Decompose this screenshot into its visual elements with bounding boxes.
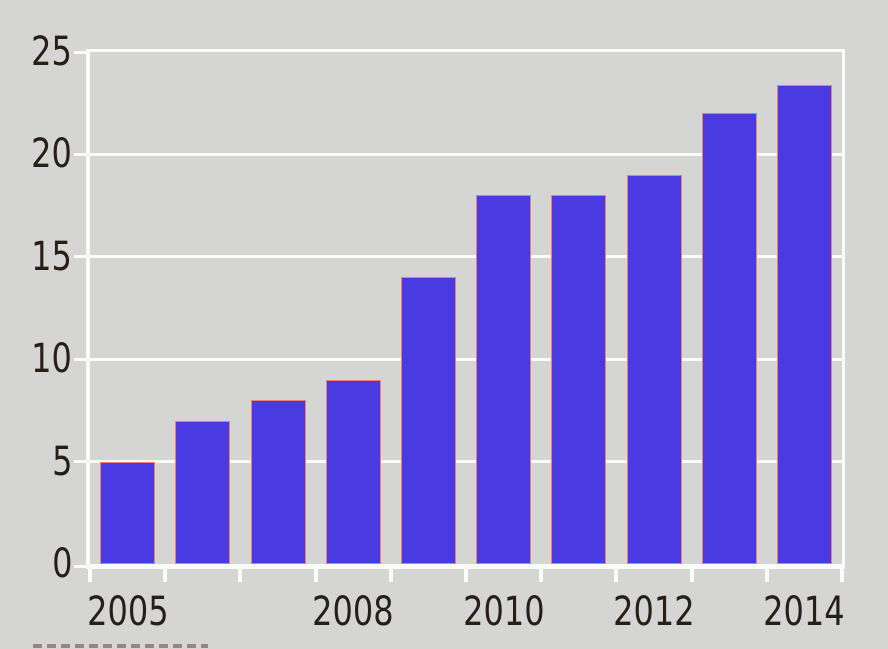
x-tick-label-text: 2005 xyxy=(86,589,169,635)
y-tick-25 xyxy=(74,50,86,54)
x-tick-label-text: 2014 xyxy=(763,589,846,635)
x-tick-4 xyxy=(388,569,393,582)
y-tick-0 xyxy=(74,565,86,568)
bar-2010 xyxy=(476,195,532,564)
y-tick-label-5: 5 xyxy=(0,440,72,484)
y-tick-label-text: 25 xyxy=(31,29,72,75)
y-tick-label-text: 5 xyxy=(51,438,72,485)
y-tick-label-text: 10 xyxy=(31,336,72,383)
x-tick-label-text: 2008 xyxy=(312,589,394,635)
gridline-top-25 xyxy=(86,49,845,52)
gridline-15 xyxy=(90,255,842,259)
x-tick-10 xyxy=(840,569,844,582)
x-tick-1 xyxy=(163,569,168,582)
x-tick-label-text: 2010 xyxy=(462,589,545,635)
y-tick-label-15: 15 xyxy=(0,235,72,279)
y-tick-10 xyxy=(74,357,86,361)
y-tick-label-10: 10 xyxy=(0,337,72,381)
y-tick-label-text: 15 xyxy=(31,233,72,280)
x-tick-0 xyxy=(88,569,92,582)
y-tick-label-text: 0 xyxy=(51,541,72,587)
y-tick-label-20: 20 xyxy=(0,132,72,176)
x-tick-6 xyxy=(539,569,544,582)
bar-2009 xyxy=(400,277,456,564)
plot-area xyxy=(74,49,845,582)
bar-2005 xyxy=(100,461,156,564)
x-tick-label-2008: 2008 xyxy=(278,590,428,634)
bar-2013 xyxy=(701,113,757,564)
bar-2014 xyxy=(776,84,832,564)
gridline-5 xyxy=(90,460,842,464)
gridline-10 xyxy=(90,357,842,361)
x-axis-line xyxy=(86,564,845,569)
bar-2007 xyxy=(250,400,306,564)
x-tick-9 xyxy=(764,569,769,582)
bar-2006 xyxy=(175,420,231,564)
x-tick-3 xyxy=(313,569,318,582)
x-tick-5 xyxy=(464,569,468,582)
y-axis-line xyxy=(86,49,90,569)
y-tick-label-25: 25 xyxy=(0,30,72,74)
gridline-20 xyxy=(90,152,842,156)
x-tick-label-2012: 2012 xyxy=(579,590,729,634)
x-tick-label-text: 2012 xyxy=(613,589,695,635)
cropped-caption-fragment xyxy=(33,644,208,648)
plot-right-border xyxy=(842,49,845,569)
bar-2011 xyxy=(551,195,607,564)
x-tick-2 xyxy=(238,569,243,582)
x-tick-8 xyxy=(689,569,694,582)
y-tick-15 xyxy=(74,255,86,259)
x-tick-label-2014: 2014 xyxy=(729,590,879,634)
y-tick-5 xyxy=(74,460,86,464)
bar-2012 xyxy=(626,174,682,564)
y-tick-label-text: 20 xyxy=(31,131,72,178)
bar-2008 xyxy=(325,379,381,564)
y-tick-label-0: 0 xyxy=(0,542,72,586)
y-tick-20 xyxy=(74,152,86,156)
x-tick-label-2010: 2010 xyxy=(429,590,579,634)
x-tick-label-2005: 2005 xyxy=(53,590,203,634)
x-tick-7 xyxy=(614,569,619,582)
